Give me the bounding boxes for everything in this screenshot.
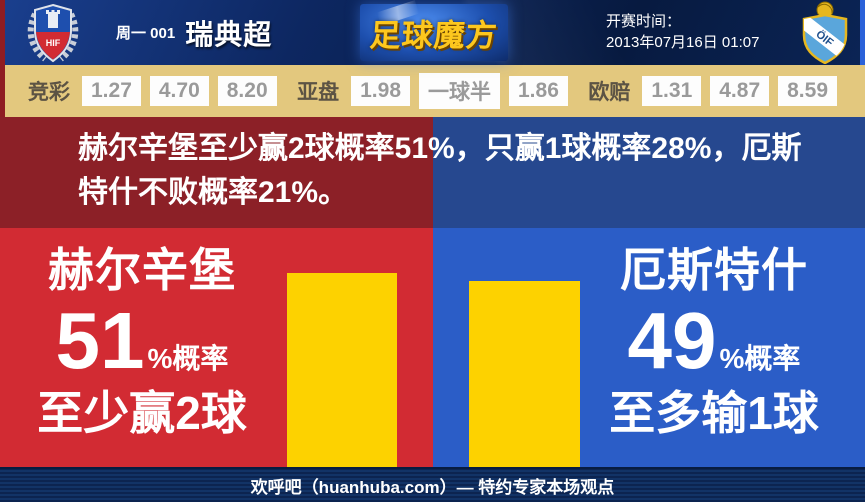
odds-value-jingcai-lose: 8.20 xyxy=(217,76,277,106)
odds-label-european: 欧赔 xyxy=(588,81,631,104)
footer-text: 欢呼吧（huanhuba.com）— 特约专家本场观点 xyxy=(250,478,615,497)
home-probability-unit: %概率 xyxy=(147,343,229,374)
away-team-name: 厄斯特什 xyxy=(620,244,808,296)
match-info: 周一 001 瑞典超 xyxy=(116,0,272,65)
home-probability-line: 51 %概率 xyxy=(8,300,276,382)
odds-value-jingcai-draw: 4.70 xyxy=(149,76,209,106)
left-edge-accent xyxy=(0,0,5,117)
odds-value-jingcai-win: 1.27 xyxy=(82,76,141,106)
hif-crest-icon: HIF xyxy=(27,3,79,63)
odds-group-european: 欧赔 1.31 4.87 8.59 xyxy=(588,76,837,106)
odds-value-handicap-home: 1.98 xyxy=(351,76,410,106)
header-bar: HIF 周一 001 瑞典超 足球魔方 开赛时间： 2013年07月16日 01… xyxy=(0,0,865,65)
kickoff-time: 2013年07月16日 01:07 xyxy=(606,34,760,51)
kickoff-label: 开赛时间： xyxy=(606,13,682,30)
away-probability-unit: %概率 xyxy=(719,343,801,374)
away-probability-value: 49 xyxy=(627,296,717,385)
prediction-summary: 赫尔辛堡至少赢2球概率51%，只赢1球概率28%，厄斯特什不败概率21%。 xyxy=(78,132,802,209)
away-probability-line: 49 %概率 xyxy=(569,300,859,382)
odds-value-european-win: 1.31 xyxy=(642,76,702,106)
home-probability-bar xyxy=(287,273,397,467)
summary-banner-blue-half xyxy=(433,117,865,228)
odds-label-jingcai: 竞彩 xyxy=(28,81,70,104)
home-team-name: 赫尔辛堡 xyxy=(48,244,236,296)
away-team-block: 厄斯特什 49 %概率 至多输1球 xyxy=(569,242,859,440)
summary-banner: 赫尔辛堡至少赢2球概率51%，只赢1球概率28%，厄斯特什不败概率21%。 xyxy=(0,117,865,228)
odds-value-european-lose: 8.59 xyxy=(778,76,837,106)
away-outcome: 至多输1球 xyxy=(609,387,819,439)
right-edge-accent xyxy=(860,0,865,65)
league-name: 瑞典超 xyxy=(185,18,273,50)
home-crest-initials: HIF xyxy=(46,38,61,48)
oif-crest-icon: ÖIF xyxy=(802,1,848,65)
odds-value-handicap-line: 一球半 xyxy=(419,73,500,109)
odds-group-jingcai: 竞彩 1.27 4.70 8.20 xyxy=(28,76,277,106)
odds-value-handicap-away: 1.86 xyxy=(509,76,568,106)
footer-bar: 欢呼吧（huanhuba.com）— 特约专家本场观点 xyxy=(0,467,865,502)
probability-comparison: 赫尔辛堡 51 %概率 至少赢2球 厄斯特什 49 %概率 至多输1球 xyxy=(0,228,865,467)
away-probability-bar xyxy=(469,281,580,467)
home-team-block: 赫尔辛堡 51 %概率 至少赢2球 xyxy=(8,242,276,440)
odds-strip: 竞彩 1.27 4.70 8.20 亚盘 1.98 一球半 1.86 欧赔 1.… xyxy=(0,65,865,117)
odds-value-european-draw: 4.87 xyxy=(710,76,770,106)
odds-label-asian-handicap: 亚盘 xyxy=(297,81,340,104)
summary-banner-red-half xyxy=(0,117,433,228)
site-logo: 足球魔方 xyxy=(360,4,508,61)
home-team-crest: HIF xyxy=(24,3,82,68)
away-team-crest: ÖIF xyxy=(798,1,852,69)
home-probability-value: 51 xyxy=(55,296,145,385)
match-number: 周一 001 xyxy=(116,25,176,42)
site-logo-text: 足球魔方 xyxy=(368,18,500,53)
home-outcome: 至少赢2球 xyxy=(37,387,247,439)
odds-group-asian-handicap: 亚盘 1.98 一球半 1.86 xyxy=(297,73,568,109)
kickoff-time-block: 开赛时间： 2013年07月16日 01:07 xyxy=(606,11,759,53)
